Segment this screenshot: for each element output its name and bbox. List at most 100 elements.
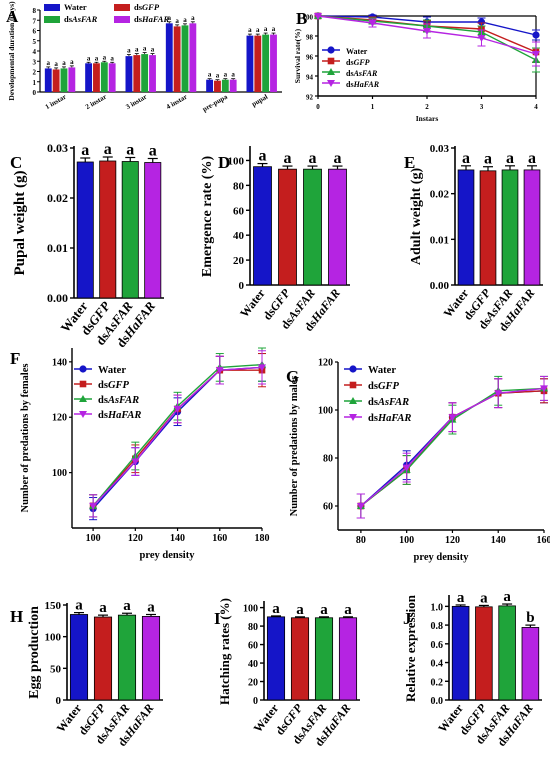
- y-tick-label: 6: [33, 28, 37, 36]
- legend-label: dsGFP: [134, 2, 160, 12]
- y-axis-title: Emergence rate (%): [200, 156, 215, 278]
- significance-label: a: [320, 602, 328, 618]
- significance-label: b: [526, 610, 534, 626]
- y-tick-label: 100: [45, 632, 62, 644]
- bar-dsHaFAR: [149, 55, 156, 92]
- panel-letter-F: F: [10, 349, 20, 368]
- significance-label: a: [95, 54, 99, 62]
- bar-dsHaFAR: [189, 23, 196, 92]
- y-axis-title: Survival rate(%): [293, 28, 302, 83]
- bar-Water: [77, 162, 93, 298]
- bar-Water: [458, 170, 474, 285]
- y-tick-label: 80: [323, 454, 333, 465]
- y-tick-label: 0.2: [431, 677, 444, 688]
- significance-label: a: [224, 71, 228, 79]
- legend-label: dsGFP: [368, 381, 400, 392]
- y-tick-label: 4: [33, 48, 37, 56]
- bar-dsHaFAR: [270, 35, 277, 92]
- legend-label: Water: [64, 2, 87, 12]
- significance-label: a: [248, 26, 252, 34]
- bar-dsAsFAR: [101, 62, 108, 92]
- bar-dsHaFAR: [339, 618, 356, 700]
- bar-Water: [45, 68, 52, 92]
- x-tick-label: 140: [491, 535, 506, 546]
- y-tick-label: 0.02: [47, 191, 68, 205]
- y-tick-label: 0: [253, 696, 258, 707]
- legend-label: Water: [346, 47, 368, 56]
- y-tick-label: 0.00: [47, 291, 68, 305]
- bar-dsGFP: [279, 169, 297, 285]
- significance-label: a: [484, 151, 492, 168]
- y-tick-label: 60: [323, 502, 333, 513]
- bar-dsAsFAR: [315, 618, 332, 700]
- significance-label: a: [147, 600, 155, 616]
- significance-label: a: [75, 598, 83, 614]
- y-tick-label: 0.0: [431, 696, 444, 707]
- marker-water: [327, 46, 334, 53]
- bar-Water: [126, 56, 133, 92]
- legend-swatch: [44, 4, 60, 11]
- y-tick-label: 0: [33, 89, 37, 97]
- significance-label: a: [503, 589, 511, 605]
- significance-label: a: [175, 17, 179, 25]
- y-tick-label: 40: [248, 659, 258, 670]
- significance-label: a: [528, 150, 536, 167]
- bar-Water: [70, 615, 87, 701]
- panel-letter-G: G: [286, 367, 299, 386]
- bar-dsAsFAR: [141, 54, 148, 92]
- bar-Water: [247, 36, 254, 92]
- significance-label: a: [87, 54, 91, 62]
- significance-label: a: [151, 46, 155, 54]
- bar-Water: [452, 606, 469, 700]
- y-tick-label: 1.0: [431, 602, 444, 613]
- y-tick-label: 100: [243, 604, 258, 615]
- y-tick-label: 0.8: [431, 621, 444, 632]
- bar-dsAsFAR: [118, 615, 135, 700]
- bar-dsAsFAR: [499, 606, 516, 700]
- bar-Water: [166, 23, 173, 92]
- x-axis-title: Instars: [416, 114, 439, 123]
- x-tick-label: 120: [445, 535, 460, 546]
- bar-dsAsFAR: [304, 169, 322, 285]
- significance-label: a: [47, 59, 51, 67]
- x-tick-label: pre-pupa: [201, 93, 229, 114]
- bar-dsGFP: [100, 161, 116, 298]
- panel-letter-A: A: [6, 7, 19, 26]
- y-tick-label: 2: [33, 69, 37, 77]
- bar-dsGFP: [480, 171, 496, 285]
- y-tick-label: 80: [233, 180, 245, 192]
- x-tick-label: 1 instar: [44, 93, 68, 111]
- y-tick-label: 3: [33, 58, 37, 66]
- panel-letter-E: E: [404, 153, 415, 172]
- x-tick-label: 160: [212, 533, 227, 544]
- significance-label: a: [216, 72, 220, 80]
- x-tick-label: 140: [170, 533, 185, 544]
- legend-label: dsAsFAR: [98, 395, 139, 406]
- y-tick-label: 8: [33, 7, 37, 15]
- legend-swatch: [114, 4, 130, 11]
- y-tick-label: 80: [248, 622, 258, 633]
- bar-dsHaFAR: [142, 616, 159, 700]
- legend-label: dsHaFAR: [134, 14, 169, 24]
- legend-label: dsHaFAR: [346, 80, 380, 89]
- y-tick-label: 7: [33, 17, 37, 25]
- y-tick-label: 0.6: [431, 640, 444, 651]
- panel-letter-J: J: [403, 609, 412, 628]
- y-tick-label: 0.03: [430, 143, 450, 155]
- y-axis-title: Adult weight (g): [409, 168, 424, 266]
- significance-label: a: [126, 142, 134, 159]
- significance-label: a: [462, 150, 470, 167]
- significance-label: a: [123, 598, 131, 614]
- y-tick-label: 100: [52, 468, 67, 479]
- significance-label: a: [480, 590, 488, 606]
- significance-label: a: [104, 141, 112, 158]
- x-tick-label: 180: [255, 533, 270, 544]
- y-tick-label: 120: [52, 413, 67, 424]
- y-tick-label: 0.01: [430, 234, 449, 246]
- panel-letter-B: B: [296, 9, 307, 28]
